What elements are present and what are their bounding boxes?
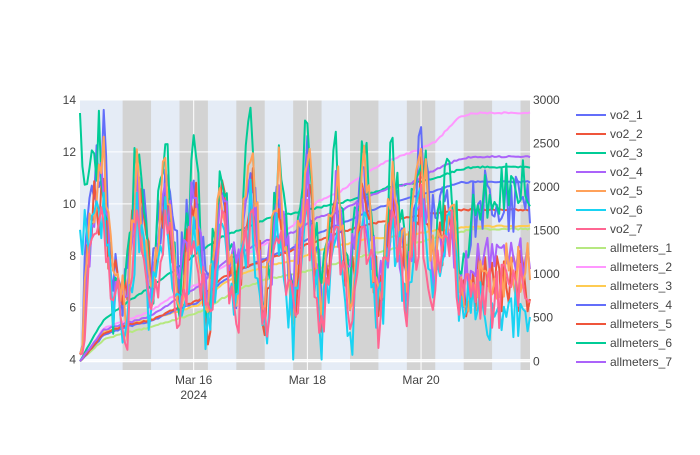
legend-item-vo2_1[interactable]: vo2_1 bbox=[576, 108, 643, 122]
y-right-tick-label: 0 bbox=[533, 354, 540, 368]
y-right-tick-label: 1000 bbox=[533, 267, 560, 281]
legend-label: vo2_6 bbox=[610, 203, 643, 217]
legend-item-allmeters_1[interactable]: allmeters_1 bbox=[576, 241, 672, 255]
legend-label: allmeters_5 bbox=[610, 317, 672, 331]
legend-item-vo2_6[interactable]: vo2_6 bbox=[576, 203, 643, 217]
y-left-tick-label: 14 bbox=[63, 93, 77, 107]
legend-label: allmeters_3 bbox=[610, 279, 672, 293]
x-tick-label: Mar 20 bbox=[402, 373, 440, 387]
legend-item-allmeters_2[interactable]: allmeters_2 bbox=[576, 260, 672, 274]
legend-label: allmeters_4 bbox=[610, 298, 672, 312]
y-right-tick-label: 2000 bbox=[533, 180, 560, 194]
legend-item-allmeters_3[interactable]: allmeters_3 bbox=[576, 279, 672, 293]
series-lines bbox=[79, 106, 531, 363]
legend-item-allmeters_6[interactable]: allmeters_6 bbox=[576, 336, 672, 350]
y-left-tick-label: 4 bbox=[69, 353, 76, 367]
legend-label: vo2_5 bbox=[610, 184, 643, 198]
y-right-tick-label: 2500 bbox=[533, 137, 560, 151]
legend-label: vo2_3 bbox=[610, 146, 643, 160]
legend-label: allmeters_2 bbox=[610, 260, 672, 274]
y-left-tick-label: 8 bbox=[69, 249, 76, 263]
legend-item-vo2_5[interactable]: vo2_5 bbox=[576, 184, 643, 198]
y-left-tick-label: 6 bbox=[69, 301, 76, 315]
x-tick-sublabel: 2024 bbox=[180, 388, 207, 402]
night-band-8 bbox=[520, 100, 530, 370]
legend-label: vo2_4 bbox=[610, 165, 643, 179]
series-line-vo2_5 bbox=[79, 135, 531, 355]
legend-item-vo2_3[interactable]: vo2_3 bbox=[576, 146, 643, 160]
y-right-tick-label: 3000 bbox=[533, 93, 560, 107]
series-line-vo2_7 bbox=[79, 183, 531, 356]
legend-label: allmeters_1 bbox=[610, 241, 672, 255]
y-left-tick-label: 10 bbox=[63, 197, 77, 211]
y-left-tick-label: 12 bbox=[63, 145, 77, 159]
night-band-7 bbox=[463, 100, 493, 370]
x-tick-label: Mar 18 bbox=[289, 373, 327, 387]
legend-label: vo2_2 bbox=[610, 127, 643, 141]
legend-label: allmeters_6 bbox=[610, 336, 672, 350]
legend-item-allmeters_5[interactable]: allmeters_5 bbox=[576, 317, 672, 331]
legend-label: allmeters_7 bbox=[610, 355, 672, 369]
legend-label: vo2_7 bbox=[610, 222, 643, 236]
x-tick-label: Mar 16 bbox=[175, 373, 213, 387]
legend-label: vo2_1 bbox=[610, 108, 643, 122]
legend-item-vo2_2[interactable]: vo2_2 bbox=[576, 127, 643, 141]
y-axis-left-ticks: 4 6 8 10 12 14 bbox=[63, 93, 77, 367]
legend-item-allmeters_4[interactable]: allmeters_4 bbox=[576, 298, 672, 312]
legend-item-allmeters_7[interactable]: allmeters_7 bbox=[576, 355, 672, 369]
legend[interactable]: vo2_1 vo2_2 vo2_3 vo2_4 vo2_5 vo2_6 vo2_7allme… bbox=[576, 108, 672, 369]
legend-item-vo2_4[interactable]: vo2_4 bbox=[576, 165, 643, 179]
y-axis-right-ticks: 0 500 1000 1500 2000 2500 3000 bbox=[533, 93, 560, 368]
legend-item-vo2_7[interactable]: vo2_7 bbox=[576, 222, 643, 236]
y-right-tick-label: 1500 bbox=[533, 224, 560, 238]
y-right-tick-label: 500 bbox=[533, 311, 553, 325]
